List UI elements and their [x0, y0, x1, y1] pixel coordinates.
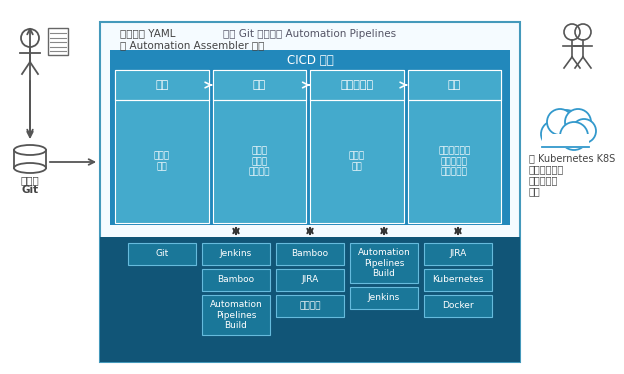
Bar: [350, 287, 418, 309]
Bar: [202, 295, 270, 335]
Bar: [350, 243, 418, 283]
Circle shape: [547, 109, 573, 135]
Bar: [110, 50, 510, 225]
Bar: [213, 70, 306, 223]
Text: 應用程式或: 應用程式或: [529, 175, 558, 185]
Bar: [310, 70, 404, 100]
Bar: [100, 22, 520, 362]
Circle shape: [565, 109, 591, 135]
Text: Bamboo: Bamboo: [217, 276, 255, 285]
Bar: [424, 295, 492, 317]
Bar: [276, 243, 344, 265]
Bar: [276, 295, 344, 317]
Text: Git: Git: [155, 249, 168, 258]
Circle shape: [541, 121, 567, 147]
Text: 使用 Git 存放庫的 Automation Pipelines: 使用 Git 存放庫的 Automation Pipelines: [223, 29, 397, 39]
Bar: [202, 269, 270, 291]
Text: 建置、
設定: 建置、 設定: [349, 152, 365, 171]
Bar: [115, 70, 208, 100]
Circle shape: [572, 119, 596, 143]
Bar: [407, 70, 501, 100]
Bar: [276, 269, 344, 291]
Bar: [424, 269, 492, 291]
Text: Automation
Pipelines
Build: Automation Pipelines Build: [358, 248, 411, 278]
Text: 叢集上部署的: 叢集上部署的: [529, 164, 564, 174]
Text: Docker: Docker: [442, 301, 474, 310]
Bar: [213, 70, 306, 100]
Text: Automation
Pipelines
Build: Automation Pipelines Build: [210, 300, 262, 330]
Bar: [424, 243, 492, 265]
Text: 電子郵件: 電子郵件: [300, 301, 321, 310]
Text: 存放庫: 存放庫: [21, 175, 39, 185]
Text: 或 Automation Assembler 樣本: 或 Automation Assembler 樣本: [120, 40, 265, 50]
Bar: [115, 70, 208, 223]
Text: Jenkins: Jenkins: [220, 249, 252, 258]
Circle shape: [548, 110, 584, 146]
Bar: [100, 237, 520, 362]
Text: 測試: 測試: [253, 80, 266, 90]
Text: Jenkins: Jenkins: [368, 294, 400, 303]
Bar: [128, 243, 196, 265]
Bar: [202, 243, 270, 265]
Bar: [542, 134, 589, 148]
Bar: [310, 70, 404, 223]
Text: 接受度測試: 接受度測試: [340, 80, 373, 90]
Text: Bamboo: Bamboo: [291, 249, 329, 258]
Text: 建置、
設定、
提出問题: 建置、 設定、 提出問题: [248, 147, 270, 177]
Text: 建置、
設定: 建置、 設定: [154, 152, 170, 171]
Text: Kubernetes: Kubernetes: [432, 276, 484, 285]
Ellipse shape: [14, 145, 46, 155]
Text: 建置、設定、
提出問题、
使用儀表板: 建置、設定、 提出問题、 使用儀表板: [438, 147, 470, 177]
Text: 生產: 生產: [447, 80, 461, 90]
Text: 應用程式 YAML: 應用程式 YAML: [120, 28, 175, 38]
Text: 範本: 範本: [529, 186, 541, 196]
Circle shape: [560, 122, 588, 150]
Bar: [407, 70, 501, 223]
Text: CICD 管線: CICD 管線: [286, 53, 333, 67]
Text: JIRA: JIRA: [301, 276, 319, 285]
Text: Git: Git: [21, 185, 39, 195]
Ellipse shape: [14, 163, 46, 173]
Text: JIRA: JIRA: [449, 249, 467, 258]
Bar: [14, 150, 46, 168]
Text: 開發: 開發: [155, 80, 168, 90]
Bar: [48, 28, 68, 55]
Text: 在 Kubernetes K8S: 在 Kubernetes K8S: [529, 153, 615, 163]
